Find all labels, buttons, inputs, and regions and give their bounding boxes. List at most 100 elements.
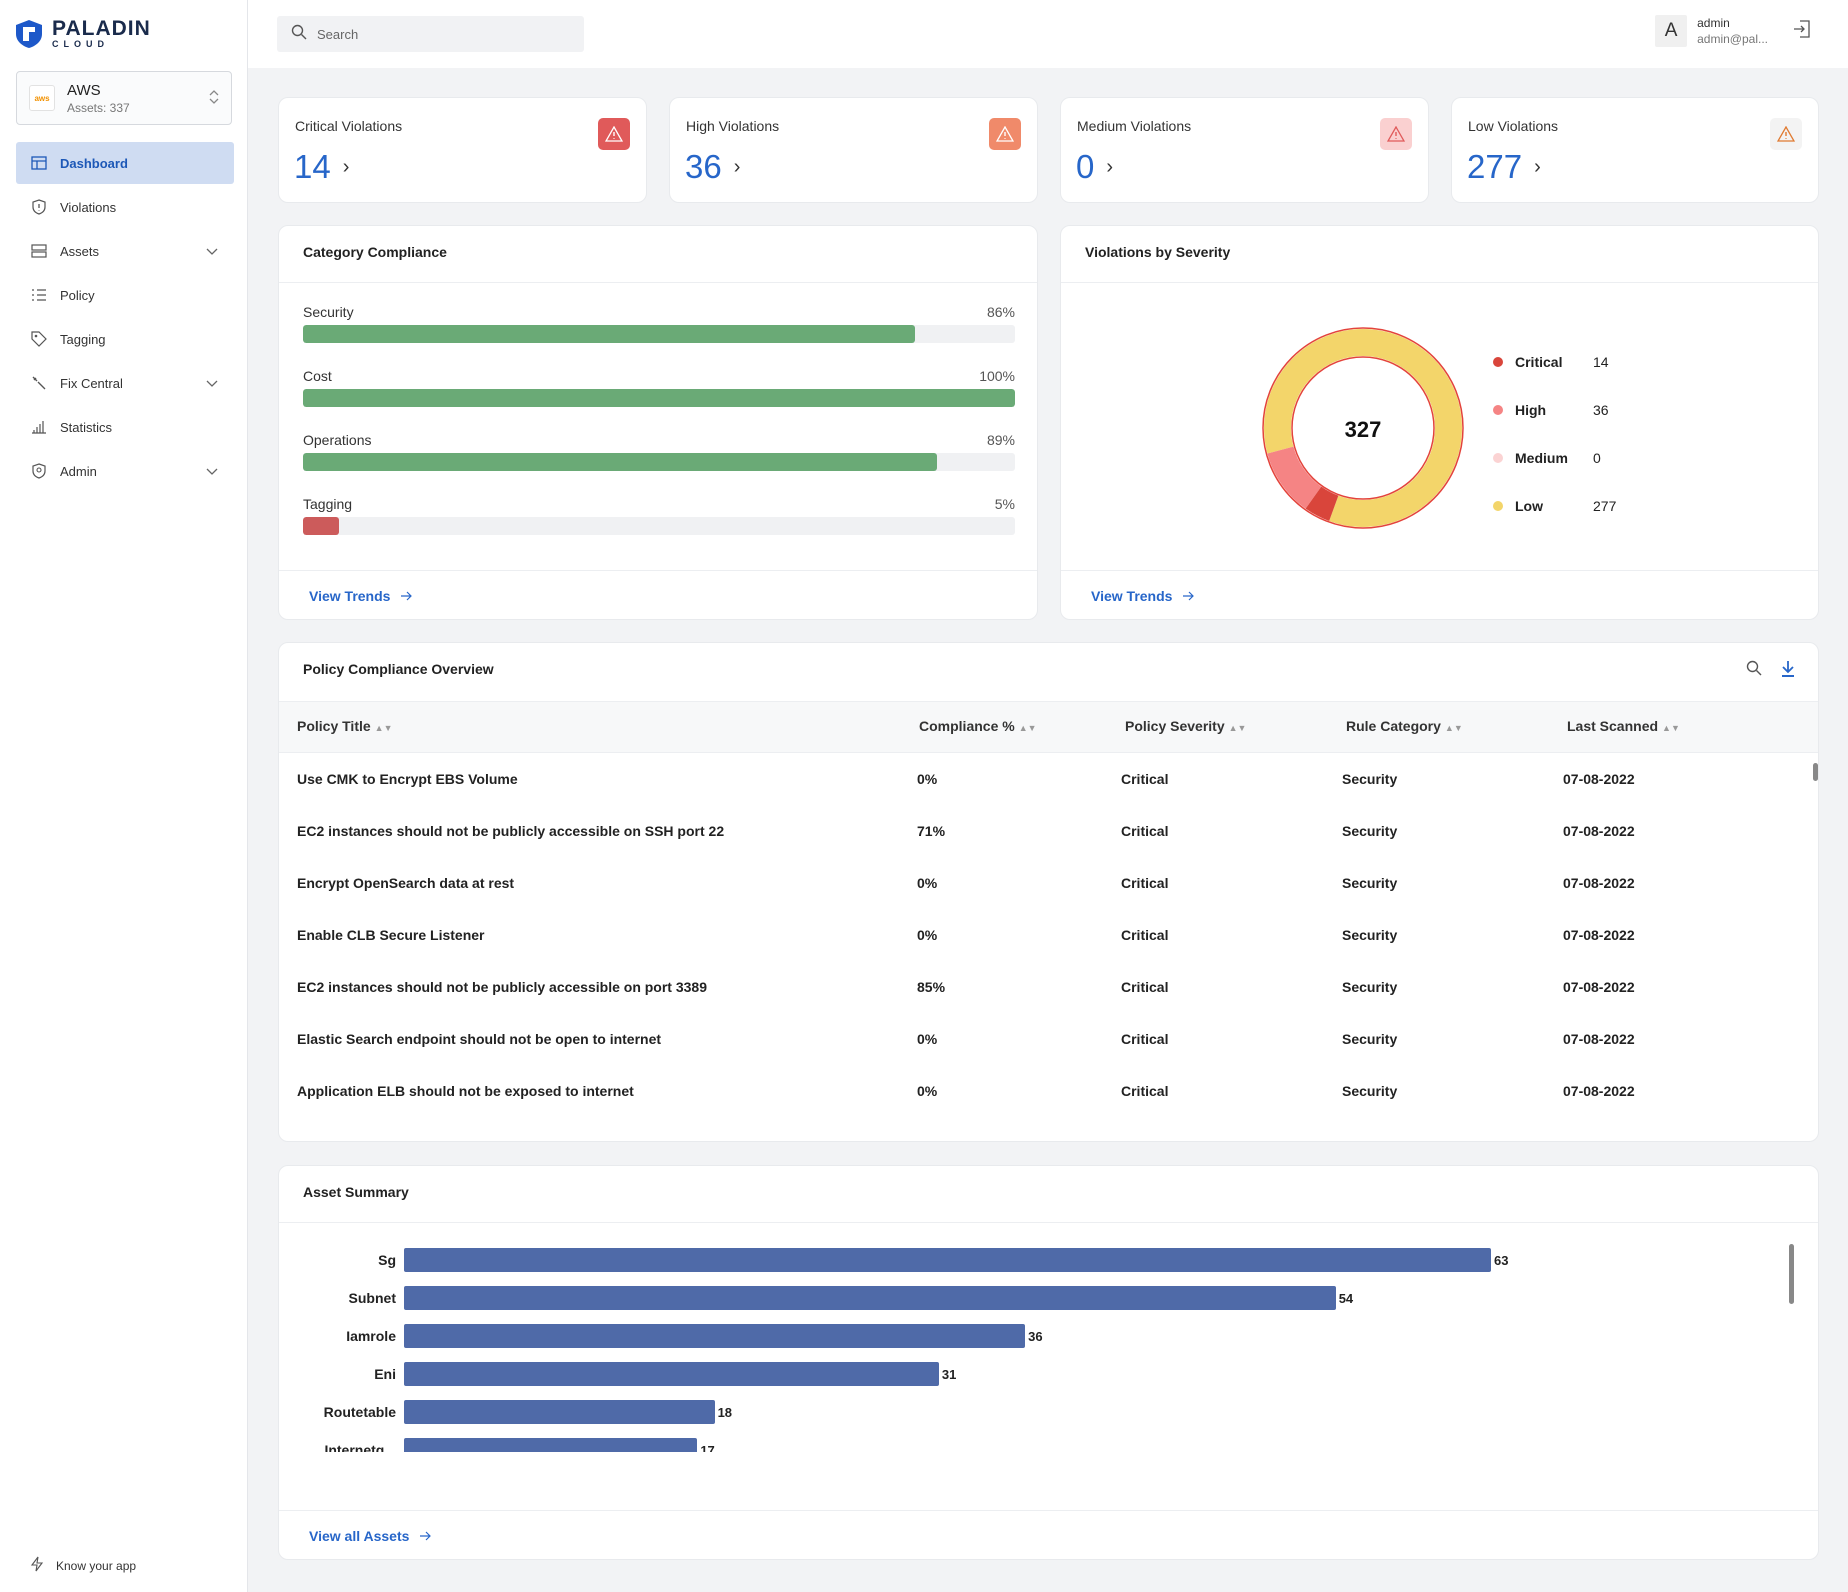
last-scanned-cell: 07-08-2022 [1563, 1083, 1635, 1099]
severity-cell: Critical [1121, 979, 1169, 995]
search-input[interactable] [317, 26, 557, 42]
user-email: admin@pal... [1697, 32, 1768, 46]
column-header-last-scanned[interactable]: Last Scanned ▲▼ [1567, 718, 1680, 734]
asset-bar[interactable] [404, 1400, 715, 1424]
stat-value[interactable]: 0 › [1076, 148, 1114, 185]
view-all-assets-link[interactable]: View all Assets [309, 1528, 432, 1544]
policy-title-cell[interactable]: EC2 instances should not be publicly acc… [297, 979, 708, 995]
policy-icon [30, 286, 48, 304]
medium-violations-card[interactable]: Medium Violations 0 › [1060, 97, 1429, 203]
legend-name: Critical [1515, 354, 1563, 370]
sidebar-item-fix-central[interactable]: Fix Central [16, 362, 234, 404]
compliance-row-tagging: Tagging 5% [303, 496, 1015, 535]
compliance-cell: 71% [917, 823, 946, 839]
donut-slice-critical[interactable] [1305, 486, 1339, 522]
column-header-rule-category[interactable]: Rule Category ▲▼ [1346, 718, 1463, 734]
stat-value[interactable]: 14 › [294, 148, 350, 185]
asset-bar-chart: Sg 63 Subnet 54 Iamrole 36 Eni 31 Routetable 18 In… [279, 1236, 1779, 1452]
asset-bar[interactable] [404, 1324, 1026, 1348]
table-row[interactable]: Application ELB should not be exposed to… [279, 1067, 1818, 1119]
sidebar-item-policy[interactable]: Policy [16, 274, 234, 316]
asset-bar[interactable] [404, 1438, 698, 1452]
asset-bar[interactable] [404, 1286, 1336, 1310]
sort-icon: ▲▼ [1662, 723, 1680, 733]
sidebar-item-label: Assets [60, 243, 100, 259]
sidebar-item-violations[interactable]: Violations [16, 186, 234, 228]
asset-bar[interactable] [404, 1248, 1491, 1272]
logout-icon[interactable] [1792, 19, 1812, 44]
search-icon[interactable] [1746, 660, 1762, 681]
high-violations-card[interactable]: High Violations 36 › [669, 97, 1038, 203]
last-scanned-cell: 07-08-2022 [1563, 771, 1635, 787]
arrow-right-icon [400, 588, 413, 604]
sidebar-item-dashboard[interactable]: Dashboard [16, 142, 234, 184]
sidebar-item-statistics[interactable]: Statistics [16, 406, 234, 448]
table-scrollbar[interactable] [1813, 763, 1818, 781]
compliance-row-operations: Operations 89% [303, 432, 1015, 471]
wrench-icon [30, 374, 48, 392]
column-header-compliance[interactable]: Compliance % ▲▼ [919, 718, 1037, 734]
asset-bar[interactable] [404, 1362, 939, 1386]
table-row[interactable]: Encrypt OpenSearch data at rest 0% Critica… [279, 859, 1818, 911]
bar-value: 36 [1028, 1329, 1043, 1344]
table-row[interactable]: Elastic Search endpoint should not be op… [279, 1015, 1818, 1067]
sort-icon: ▲▼ [1444, 723, 1463, 733]
donut-slice-high[interactable] [1267, 446, 1322, 509]
policy-title-cell[interactable]: Use CMK to Encrypt EBS Volume [297, 771, 518, 787]
sidebar-item-label: Tagging [60, 331, 106, 347]
rule-category-cell: Security [1342, 875, 1398, 891]
column-header-policy-title[interactable]: Policy Title ▲▼ [297, 718, 393, 734]
compliance-row-security: Security 86% [303, 304, 1015, 343]
search-box[interactable] [277, 16, 584, 52]
view-trends-link[interactable]: View Trends [309, 588, 413, 604]
stat-value[interactable]: 277 › [1467, 148, 1541, 185]
table-row[interactable]: Enable CLB Secure Listener 0% Critical Secu… [279, 911, 1818, 963]
lightning-icon [30, 1556, 44, 1575]
policy-title-cell[interactable]: Encrypt OpenSearch data at rest [297, 875, 515, 891]
table-row[interactable]: EC2 instances should not be publicly acc… [279, 807, 1818, 859]
download-icon[interactable] [1780, 660, 1796, 683]
know-your-app-link[interactable]: Know your app [30, 1556, 136, 1575]
chevron-down-icon[interactable] [206, 244, 218, 259]
chevron-down-icon[interactable] [206, 464, 218, 479]
table-row[interactable]: EC2 instances should not be publicly acc… [279, 963, 1818, 1015]
warning-icon [598, 118, 630, 150]
paladin-logo[interactable]: PALADIN CLOUD [14, 18, 151, 49]
compliance-pct: 86% [986, 304, 1015, 320]
account-assets: Assets: 337 [67, 100, 130, 115]
legend-item-medium[interactable]: Medium 0 [1493, 434, 1633, 482]
policy-title-cell[interactable]: Elastic Search endpoint should not be op… [297, 1031, 662, 1047]
stat-value[interactable]: 36 › [685, 148, 741, 185]
critical-violations-card[interactable]: Critical Violations 14 › [278, 97, 647, 203]
rule-category-cell: Security [1342, 979, 1398, 995]
sidebar-item-admin[interactable]: Admin [16, 450, 234, 492]
avatar[interactable]: A [1655, 15, 1688, 47]
compliance-bar-fill [303, 325, 916, 343]
policy-title-cell[interactable]: Application ELB should not be exposed to… [297, 1083, 634, 1099]
compliance-row-cost: Cost 100% [303, 368, 1015, 407]
low-violations-card[interactable]: Low Violations 277 › [1451, 97, 1819, 203]
column-header-severity[interactable]: Policy Severity ▲▼ [1125, 718, 1247, 734]
table-row[interactable]: Use CMK to Encrypt EBS Volume 0% Critical S… [279, 755, 1818, 807]
legend-value: 0 [1593, 450, 1601, 466]
compliance-cell: 0% [917, 1031, 938, 1047]
legend-item-high[interactable]: High 36 [1493, 386, 1633, 434]
view-trends-link[interactable]: View Trends [1091, 588, 1195, 604]
legend-item-critical[interactable]: Critical 14 [1493, 338, 1633, 386]
policy-title-cell[interactable]: Enable CLB Secure Listener [297, 927, 485, 943]
sidebar-item-assets[interactable]: Assets [16, 230, 234, 272]
severity-cell: Critical [1121, 927, 1169, 943]
compliance-cell: 0% [917, 1083, 938, 1099]
sidebar-item-tagging[interactable]: Tagging [16, 318, 234, 360]
chevron-down-icon[interactable] [206, 376, 218, 391]
account-selector[interactable]: aws AWS Assets: 337 [16, 71, 232, 125]
legend-item-low[interactable]: Low 277 [1493, 482, 1633, 530]
bar-value: 63 [1494, 1253, 1509, 1268]
chevron-right-icon: › [1534, 155, 1541, 178]
policy-title-cell[interactable]: EC2 instances should not be publicly acc… [297, 823, 725, 839]
account-name: AWS [67, 81, 101, 99]
assets-icon [30, 242, 48, 260]
user-menu[interactable]: A admin admin@pal... [1655, 15, 1812, 47]
arrow-right-icon [419, 1528, 432, 1544]
chart-scrollbar[interactable] [1789, 1244, 1794, 1304]
